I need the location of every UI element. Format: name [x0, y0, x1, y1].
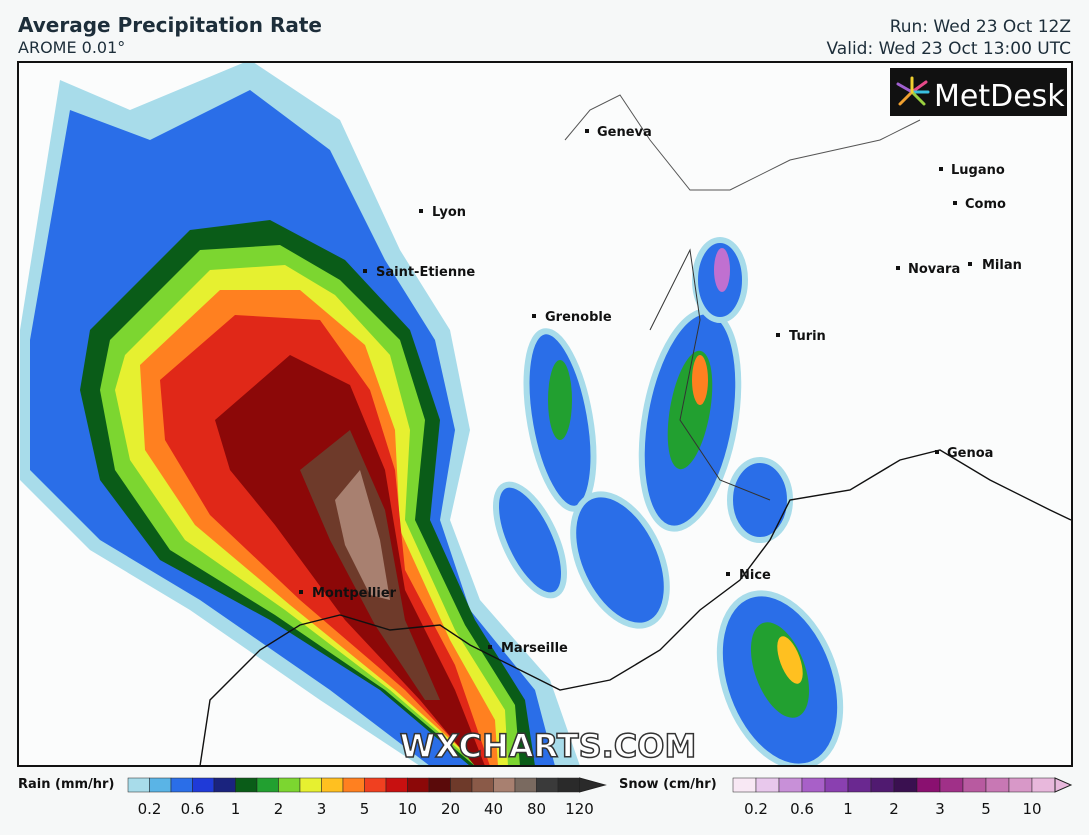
legend: Rain (mm/hr) Snow (cm/hr) 0.2 0.6 1 2 3 5 10 20…	[18, 777, 1073, 818]
legend-tick-label: 1	[231, 800, 241, 818]
color-box	[149, 777, 172, 793]
legend-tick-label: 120	[565, 800, 594, 818]
color-box	[235, 777, 258, 793]
color-box	[192, 777, 215, 793]
color-box	[342, 777, 365, 793]
city-label: Lyon	[432, 205, 466, 220]
precipitation	[20, 63, 844, 765]
color-box	[213, 777, 236, 793]
legend-tick-label: 10	[1022, 800, 1041, 818]
color-box	[916, 777, 941, 793]
valid-time: Valid: Wed 23 Oct 13:00 UTC	[827, 39, 1072, 59]
rain-legend-label: Rain (mm/hr)	[18, 777, 114, 792]
color-box	[321, 777, 344, 793]
city-markers	[299, 129, 972, 649]
snow-legend-label: Snow (cm/hr)	[619, 777, 717, 792]
color-box	[170, 777, 193, 793]
city-label: Montpellier	[312, 586, 397, 601]
color-box	[278, 777, 301, 793]
color-box	[536, 777, 559, 793]
city-label: Lugano	[951, 163, 1005, 178]
color-box	[778, 777, 803, 793]
subtitle: AROME 0.01°	[18, 38, 125, 57]
city-label: Genoa	[947, 446, 993, 461]
color-box	[962, 777, 987, 793]
color-box	[364, 777, 387, 793]
legend-tick-label: 0.6	[181, 800, 205, 818]
city-label: Saint-Etienne	[376, 265, 475, 280]
color-box	[407, 777, 430, 793]
city-label: Geneva	[597, 125, 652, 140]
legend-tick-label: 0.6	[790, 800, 814, 818]
city-label: Milan	[982, 258, 1022, 273]
color-box	[732, 777, 757, 793]
color-box	[893, 777, 918, 793]
color-box	[1031, 777, 1056, 793]
color-box	[428, 777, 451, 793]
color-box	[1008, 777, 1033, 793]
city-label: Nice	[739, 568, 771, 583]
legend-tick-label: 5	[981, 800, 991, 818]
city-label: Marseille	[501, 641, 568, 656]
color-box	[493, 777, 516, 793]
legend-tick-label: 2	[889, 800, 899, 818]
city-label: Como	[965, 197, 1006, 212]
color-arrow	[1054, 777, 1073, 793]
legend-tick-label: 80	[527, 800, 546, 818]
color-box	[985, 777, 1010, 793]
coastline	[199, 94, 1071, 765]
city-label: Novara	[908, 262, 960, 277]
legend-tick-label: 40	[484, 800, 503, 818]
legend-tick-label: 3	[935, 800, 945, 818]
legend-tick-label: 0.2	[138, 800, 162, 818]
legend-tick-label: 5	[360, 800, 370, 818]
legend-tick-label: 2	[274, 800, 284, 818]
legend-tick-label: 3	[317, 800, 327, 818]
color-box	[801, 777, 826, 793]
city-label: Grenoble	[545, 310, 612, 325]
legend-tick-label: 0.2	[744, 800, 768, 818]
logo: MetDesk	[890, 68, 1067, 116]
color-box	[385, 777, 408, 793]
color-box	[755, 777, 780, 793]
color-arrow	[579, 777, 607, 793]
legend-tick-label: 1	[843, 800, 853, 818]
color-box	[557, 777, 580, 793]
logo-text: MetDesk	[934, 79, 1065, 114]
color-box	[299, 777, 322, 793]
color-box	[824, 777, 849, 793]
color-box	[939, 777, 964, 793]
run-time: Run: Wed 23 Oct 12Z	[890, 17, 1071, 37]
color-box	[127, 777, 150, 793]
map: Geneva Lyon Saint-Etienne Grenoble Montp…	[17, 61, 1073, 767]
color-box	[514, 777, 537, 793]
color-box	[450, 777, 473, 793]
watermark: WXCHARTS.COM	[400, 727, 697, 765]
color-box	[870, 777, 895, 793]
legend-tick-label: 20	[441, 800, 460, 818]
color-box	[256, 777, 279, 793]
legend-tick-label: 10	[398, 800, 417, 818]
title: Average Precipitation Rate	[18, 13, 322, 37]
color-box	[471, 777, 494, 793]
color-box	[847, 777, 872, 793]
city-label: Turin	[789, 329, 826, 344]
